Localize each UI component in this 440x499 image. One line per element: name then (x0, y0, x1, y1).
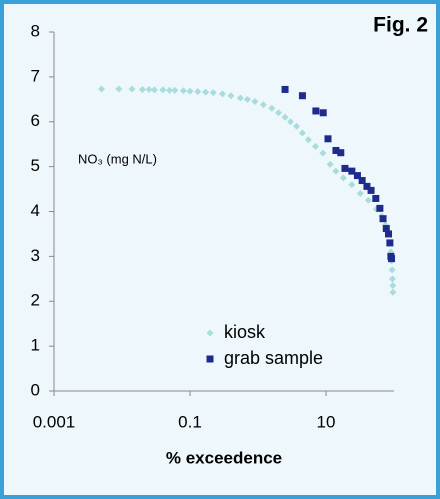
point (388, 275, 396, 283)
point (388, 266, 396, 274)
point (312, 107, 320, 115)
point (209, 89, 217, 97)
point (384, 230, 392, 238)
point (348, 181, 356, 189)
point (227, 92, 235, 100)
point (388, 255, 396, 263)
point (353, 172, 361, 180)
point (115, 85, 123, 93)
y-tick-label: 4 (31, 201, 40, 220)
point (166, 86, 174, 94)
point (298, 129, 306, 137)
y-tick-label: 2 (31, 291, 40, 310)
y-tick-label: 5 (31, 156, 40, 175)
point (159, 86, 167, 94)
point (389, 282, 397, 290)
point (179, 87, 187, 95)
point (382, 225, 390, 233)
y-tick-label: 6 (31, 111, 40, 130)
point (376, 204, 384, 212)
point (363, 182, 371, 190)
y-tick-label: 0 (31, 380, 40, 399)
point (281, 113, 289, 121)
point (341, 164, 349, 172)
point (286, 118, 294, 126)
point (259, 101, 267, 109)
x-tick-label: 0.1 (178, 412, 202, 431)
point (358, 177, 366, 185)
point (298, 92, 306, 100)
x-tick-label: 10 (317, 412, 336, 431)
point (332, 167, 340, 175)
legend-label: grab sample (224, 348, 323, 368)
point (364, 196, 372, 204)
y-tick-label: 1 (31, 336, 40, 355)
point (236, 94, 244, 102)
point (324, 135, 332, 143)
point (332, 146, 340, 154)
point (319, 109, 327, 117)
y-tick-label: 8 (31, 21, 40, 40)
point (218, 90, 226, 98)
point (326, 160, 334, 168)
point (145, 85, 153, 93)
y-tick-label: 3 (31, 246, 40, 265)
point (389, 288, 397, 296)
x-axis-label: % exceedence (166, 448, 282, 467)
point (311, 142, 319, 150)
point (337, 149, 345, 157)
point (150, 86, 158, 94)
point (202, 88, 210, 96)
point (268, 104, 276, 112)
point (128, 85, 136, 93)
chart: Fig. 2 NO₃ (mg N/L) % exceedence 0 1 2 3 4 5 6… (31, 14, 428, 468)
point (293, 122, 301, 130)
annotation: NO₃ (mg N/L) (78, 151, 157, 166)
x-tick-label: 0.001 (33, 412, 76, 431)
point (367, 186, 375, 194)
point (356, 190, 364, 198)
point (386, 239, 394, 247)
point (98, 85, 106, 93)
point (304, 136, 312, 144)
y-tick-label: 7 (31, 66, 40, 85)
point (319, 149, 327, 157)
point (274, 109, 282, 117)
point (243, 95, 251, 103)
legend-label: kiosk (224, 322, 266, 342)
point (379, 215, 387, 223)
point (194, 88, 202, 96)
point (339, 174, 347, 182)
point (138, 85, 146, 93)
point (281, 85, 289, 93)
point (372, 194, 380, 202)
legend-marker (206, 355, 214, 363)
point (348, 167, 356, 175)
point (186, 87, 194, 95)
legend-marker (206, 329, 214, 337)
chart-title: Fig. 2 (373, 14, 428, 37)
point (171, 86, 179, 94)
point (251, 98, 259, 106)
